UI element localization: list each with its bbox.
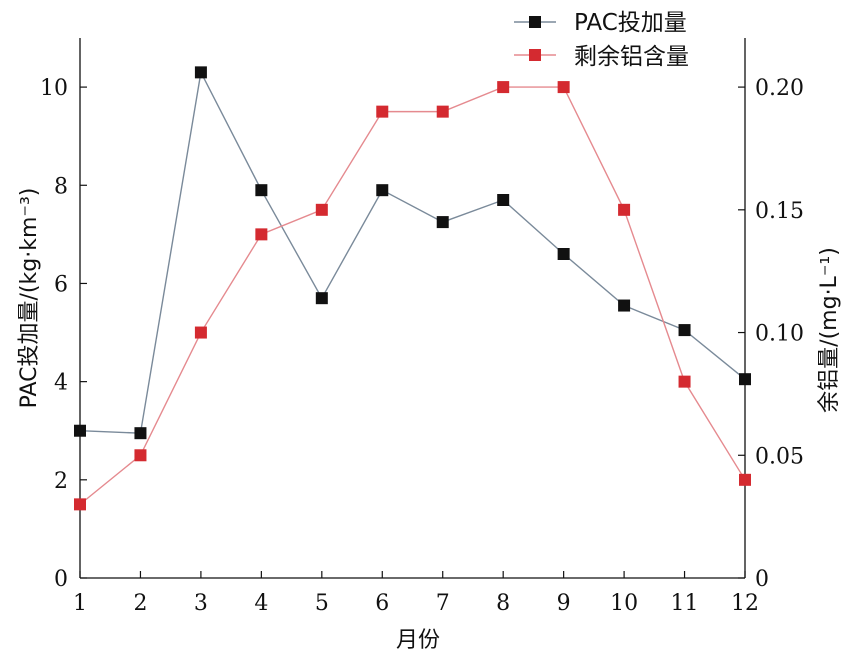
left-y-tick-label: 0 [54, 567, 68, 592]
data-point [315, 203, 328, 216]
data-point [74, 498, 86, 511]
x-tick-label: 9 [557, 591, 571, 616]
right-y-tick-label: 0.10 [755, 322, 804, 347]
x-tick-label: 11 [671, 591, 699, 616]
series-pac-dosage [74, 66, 751, 440]
right-y-tick-label: 0.05 [755, 444, 804, 469]
data-point [618, 299, 631, 312]
x-tick-label: 1 [73, 591, 87, 616]
data-point [618, 203, 631, 216]
data-point [255, 184, 268, 197]
x-tick-label: 6 [375, 591, 389, 616]
legend-item-pac: PAC投加量 [514, 10, 687, 36]
data-point [557, 248, 570, 260]
x-tick-label: 2 [133, 591, 147, 616]
left-y-axis-title: PAC投加量/(kg·km⁻³) [17, 188, 42, 409]
x-tick-label: 4 [254, 591, 268, 616]
data-point [194, 326, 207, 339]
data-point [497, 194, 510, 206]
legend-marker-residual-aluminum [529, 49, 541, 61]
right-y-axis-title: 余铝量/(mg·L⁻¹) [817, 247, 842, 413]
x-tick-label: 3 [194, 591, 208, 616]
data-point [194, 66, 207, 79]
data-point [557, 81, 570, 94]
legend: PAC投加量 剩余铝含量 [514, 10, 689, 70]
legend-item-residual-aluminum: 剩余铝含量 [514, 44, 689, 70]
data-point [315, 292, 328, 305]
data-point [436, 105, 449, 118]
x-axis-title: 月份 [396, 628, 440, 653]
data-point [678, 375, 691, 388]
series-line [79, 86, 746, 505]
right-y-tick-label: 0.20 [755, 76, 804, 101]
data-point [376, 184, 389, 197]
legend-label-pac: PAC投加量 [574, 10, 687, 36]
left-y-axis: 0 2 4 6 8 10 [40, 76, 87, 592]
series-residual-aluminum [74, 81, 751, 511]
x-tick-label: 5 [315, 591, 329, 616]
data-point [497, 81, 510, 94]
data-point [739, 473, 751, 486]
left-y-tick-label: 2 [54, 469, 68, 494]
series-layer [74, 66, 751, 511]
series-line [79, 70, 746, 434]
data-point [739, 373, 751, 386]
x-tick-label: 8 [496, 591, 510, 616]
data-point [376, 105, 389, 118]
data-point [678, 324, 691, 337]
x-tick-label: 10 [610, 591, 638, 616]
left-y-tick-label: 4 [54, 371, 68, 396]
x-tick-label: 7 [436, 591, 450, 616]
right-y-axis: 0 0.05 0.10 0.15 0.20 [738, 76, 804, 592]
data-point [134, 449, 147, 462]
legend-label-residual-aluminum: 剩余铝含量 [574, 44, 689, 70]
data-point [255, 228, 268, 241]
left-y-tick-label: 8 [54, 174, 68, 199]
legend-marker-pac [529, 16, 541, 28]
data-point [436, 216, 449, 229]
right-y-tick-label: 0 [755, 567, 769, 592]
left-y-tick-label: 10 [40, 76, 68, 101]
data-point [74, 424, 86, 437]
plot-frame [79, 38, 746, 579]
data-point [134, 427, 147, 440]
x-tick-label: 12 [731, 591, 759, 616]
left-y-tick-label: 6 [54, 272, 68, 297]
x-axis: 1 2 3 4 5 6 7 8 9 10 11 12 [73, 571, 759, 616]
right-y-tick-label: 0.15 [755, 199, 804, 224]
